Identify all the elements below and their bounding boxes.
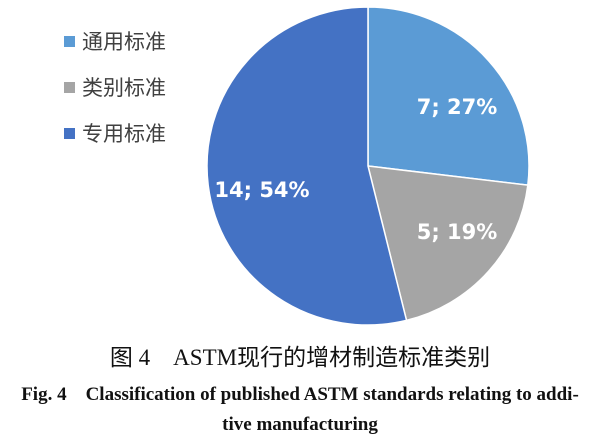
data-label: 14; 54% <box>214 178 309 202</box>
pie-chart: 7; 27% 5; 19% 14; 54% <box>206 6 530 326</box>
caption-english-line1: Fig. 4 Classification of published ASTM … <box>21 384 579 405</box>
legend-swatch <box>64 81 75 93</box>
legend-item: 通用标准 <box>64 18 166 64</box>
legend-swatch <box>64 35 75 47</box>
pie-slice <box>367 165 529 322</box>
legend-label: 专用标准 <box>82 122 166 146</box>
legend-label: 通用标准 <box>82 30 166 54</box>
legend-item: 类别标准 <box>64 64 166 110</box>
legend: 通用标准 类别标准 专用标准 <box>64 18 166 156</box>
caption-english-line2: tive manufacturing <box>222 414 378 435</box>
data-label: 7; 27% <box>417 95 498 119</box>
data-label: 5; 19% <box>417 220 498 244</box>
legend-item: 专用标准 <box>64 110 166 156</box>
caption-chinese: 图 4 ASTM现行的增材制造标准类别 <box>109 345 491 370</box>
pie-slice <box>367 6 530 186</box>
legend-swatch <box>64 127 75 139</box>
legend-label: 类别标准 <box>82 76 166 100</box>
pie-slice <box>206 6 408 326</box>
